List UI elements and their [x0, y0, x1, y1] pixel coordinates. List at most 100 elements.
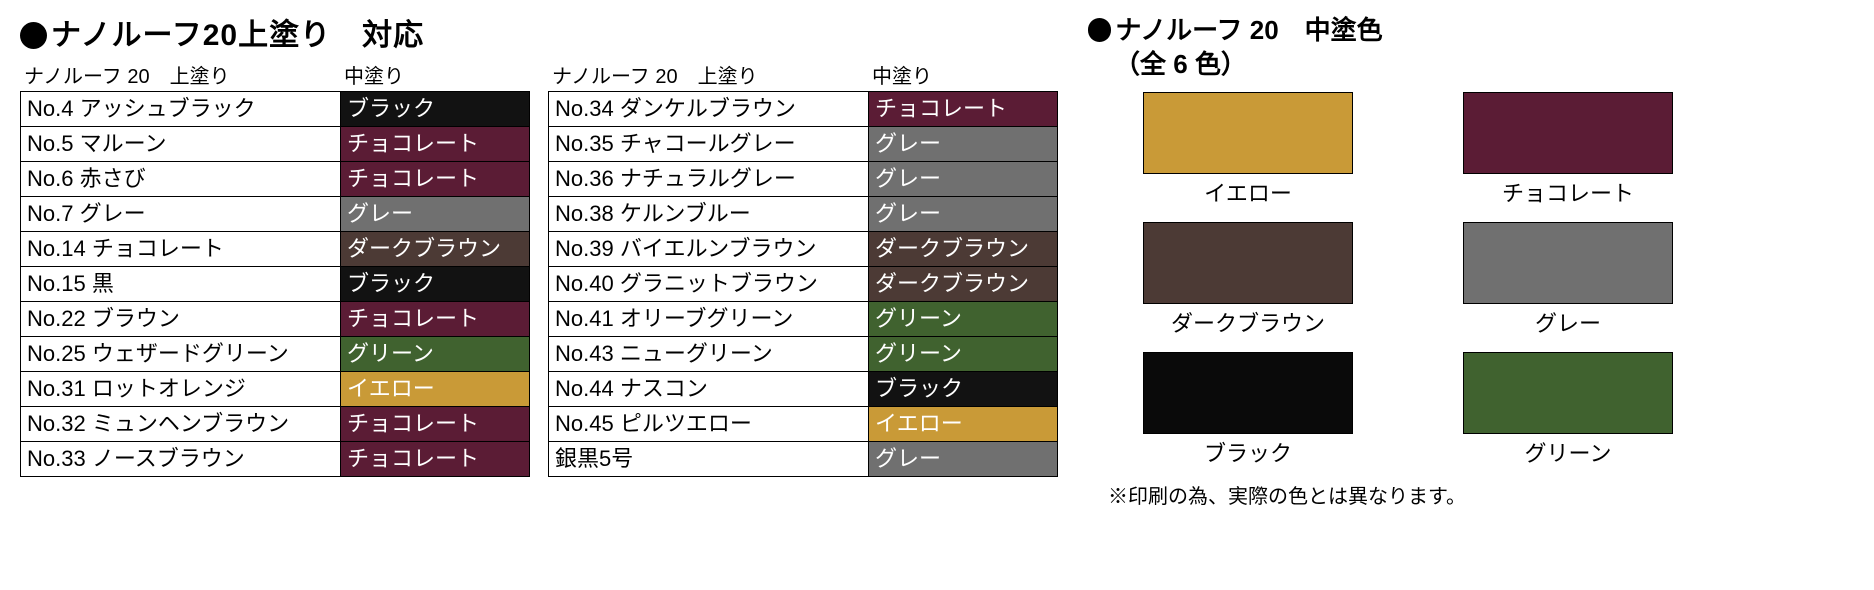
table-row: No.25 ウェザードグリーングリーン [21, 337, 530, 372]
midcoat-name: グレー [869, 162, 1058, 197]
table-row: No.14 チョコレートダークブラウン [21, 232, 530, 267]
table-row: No.43 ニューグリーングリーン [549, 337, 1058, 372]
topcoat-name: No.22 ブラウン [21, 302, 341, 337]
swatch-grid: イエロー チョコレートダークブラウン グレーブラック グリーン [1108, 92, 1708, 468]
swatch-panel: ナノルーフ 20 中塗色 （全 6 色） イエロー チョコレートダークブラウン グレ… [1088, 10, 1838, 509]
swatch-block: グリーン [1428, 352, 1708, 468]
midcoat-name: ブラック [341, 92, 530, 127]
midcoat-name: グリーン [869, 302, 1058, 337]
table-row: No.7 グレーグレー [21, 197, 530, 232]
topcoat-name: No.45 ピルツエロー [549, 407, 869, 442]
midcoat-name: グレー [869, 197, 1058, 232]
topcoat-name: No.41 オリーブグリーン [549, 302, 869, 337]
color-swatch [1463, 92, 1673, 174]
topcoat-name: No.7 グレー [21, 197, 341, 232]
bullet-icon [20, 22, 47, 49]
topcoat-name: No.44 ナスコン [549, 372, 869, 407]
swatch-subtitle: （全 6 色） [1088, 48, 1838, 82]
swatch-label: グレー [1428, 306, 1708, 338]
swatch-label: グリーン [1428, 436, 1708, 468]
table-col-0: ナノルーフ 20 上塗り 中塗り No.4 アッシュブラックブラックNo.5 マ… [20, 60, 530, 477]
header-topcoat: ナノルーフ 20 上塗り [24, 60, 344, 89]
topcoat-name: No.38 ケルンブルー [549, 197, 869, 232]
table-row: No.39 バイエルンブラウンダークブラウン [549, 232, 1058, 267]
topcoat-name: No.43 ニューグリーン [549, 337, 869, 372]
midcoat-name: グレー [341, 197, 530, 232]
table-row: No.45 ピルツエローイエロー [549, 407, 1058, 442]
color-swatch [1463, 222, 1673, 304]
topcoat-name: No.32 ミュンヘンブラウン [21, 407, 341, 442]
table-row: No.22 ブラウンチョコレート [21, 302, 530, 337]
swatch-label: イエロー [1108, 176, 1388, 208]
swatch-title-text: ナノルーフ 20 中塗色 [1115, 15, 1382, 45]
topcoat-name: No.39 バイエルンブラウン [549, 232, 869, 267]
midcoat-name: ブラック [869, 372, 1058, 407]
color-swatch [1143, 92, 1353, 174]
table-row: No.31 ロットオレンジイエロー [21, 372, 530, 407]
topcoat-name: No.36 ナチュラルグレー [549, 162, 869, 197]
swatch-block: ダークブラウン [1108, 222, 1388, 338]
table-row: No.44 ナスコンブラック [549, 372, 1058, 407]
main-title-text: ナノルーフ20上塗り 対応 [51, 19, 424, 52]
midcoat-name: ダークブラウン [341, 232, 530, 267]
bullet-icon [1088, 18, 1111, 41]
table-row: No.40 グラニットブラウンダークブラウン [549, 267, 1058, 302]
tables-row: ナノルーフ 20 上塗り 中塗り No.4 アッシュブラックブラックNo.5 マ… [20, 60, 1058, 477]
table-row: No.32 ミュンヘンブラウンチョコレート [21, 407, 530, 442]
col-headers: ナノルーフ 20 上塗り 中塗り [548, 60, 1058, 89]
color-table: No.34 ダンケルブラウンチョコレートNo.35 チャコールグレーグレーNo.… [548, 91, 1058, 477]
swatch-label: ダークブラウン [1108, 306, 1388, 338]
color-swatch [1463, 352, 1673, 434]
midcoat-name: チョコレート [341, 442, 530, 477]
header-midcoat: 中塗り [344, 60, 526, 89]
table-row: 銀黒5号グレー [549, 442, 1058, 477]
swatch-block: イエロー [1108, 92, 1388, 208]
table-row: No.35 チャコールグレーグレー [549, 127, 1058, 162]
midcoat-name: グレー [869, 127, 1058, 162]
swatch-label: ブラック [1108, 436, 1388, 468]
table-col-1: ナノルーフ 20 上塗り 中塗り No.34 ダンケルブラウンチョコレートNo.… [548, 60, 1058, 477]
topcoat-name: No.40 グラニットブラウン [549, 267, 869, 302]
topcoat-name: No.35 チャコールグレー [549, 127, 869, 162]
topcoat-name: No.4 アッシュブラック [21, 92, 341, 127]
midcoat-name: グレー [869, 442, 1058, 477]
swatch-block: チョコレート [1428, 92, 1708, 208]
midcoat-name: イエロー [869, 407, 1058, 442]
topcoat-name: No.15 黒 [21, 267, 341, 302]
topcoat-name: No.6 赤さび [21, 162, 341, 197]
swatch-block: ブラック [1108, 352, 1388, 468]
table-row: No.4 アッシュブラックブラック [21, 92, 530, 127]
midcoat-name: チョコレート [341, 407, 530, 442]
midcoat-name: グリーン [869, 337, 1058, 372]
table-row: No.5 マルーンチョコレート [21, 127, 530, 162]
table-row: No.34 ダンケルブラウンチョコレート [549, 92, 1058, 127]
swatch-title: ナノルーフ 20 中塗色 [1088, 14, 1838, 48]
col-headers: ナノルーフ 20 上塗り 中塗り [20, 60, 530, 89]
topcoat-name: No.31 ロットオレンジ [21, 372, 341, 407]
midcoat-name: チョコレート [341, 127, 530, 162]
midcoat-name: チョコレート [869, 92, 1058, 127]
table-row: No.41 オリーブグリーングリーン [549, 302, 1058, 337]
header-topcoat: ナノルーフ 20 上塗り [552, 60, 872, 89]
header-midcoat: 中塗り [872, 60, 1054, 89]
midcoat-name: チョコレート [341, 162, 530, 197]
color-swatch [1143, 222, 1353, 304]
topcoat-name: No.33 ノースブラウン [21, 442, 341, 477]
color-swatch [1143, 352, 1353, 434]
midcoat-name: イエロー [341, 372, 530, 407]
midcoat-name: チョコレート [341, 302, 530, 337]
swatch-block: グレー [1428, 222, 1708, 338]
topcoat-name: No.25 ウェザードグリーン [21, 337, 341, 372]
main-title: ナノルーフ20上塗り 対応 [20, 10, 1058, 54]
topcoat-name: 銀黒5号 [549, 442, 869, 477]
topcoat-name: No.14 チョコレート [21, 232, 341, 267]
midcoat-name: ブラック [341, 267, 530, 302]
midcoat-name: ダークブラウン [869, 267, 1058, 302]
topcoat-name: No.5 マルーン [21, 127, 341, 162]
table-row: No.36 ナチュラルグレーグレー [549, 162, 1058, 197]
table-row: No.38 ケルンブルーグレー [549, 197, 1058, 232]
topcoat-name: No.34 ダンケルブラウン [549, 92, 869, 127]
table-row: No.6 赤さびチョコレート [21, 162, 530, 197]
swatch-label: チョコレート [1428, 176, 1708, 208]
table-row: No.15 黒ブラック [21, 267, 530, 302]
